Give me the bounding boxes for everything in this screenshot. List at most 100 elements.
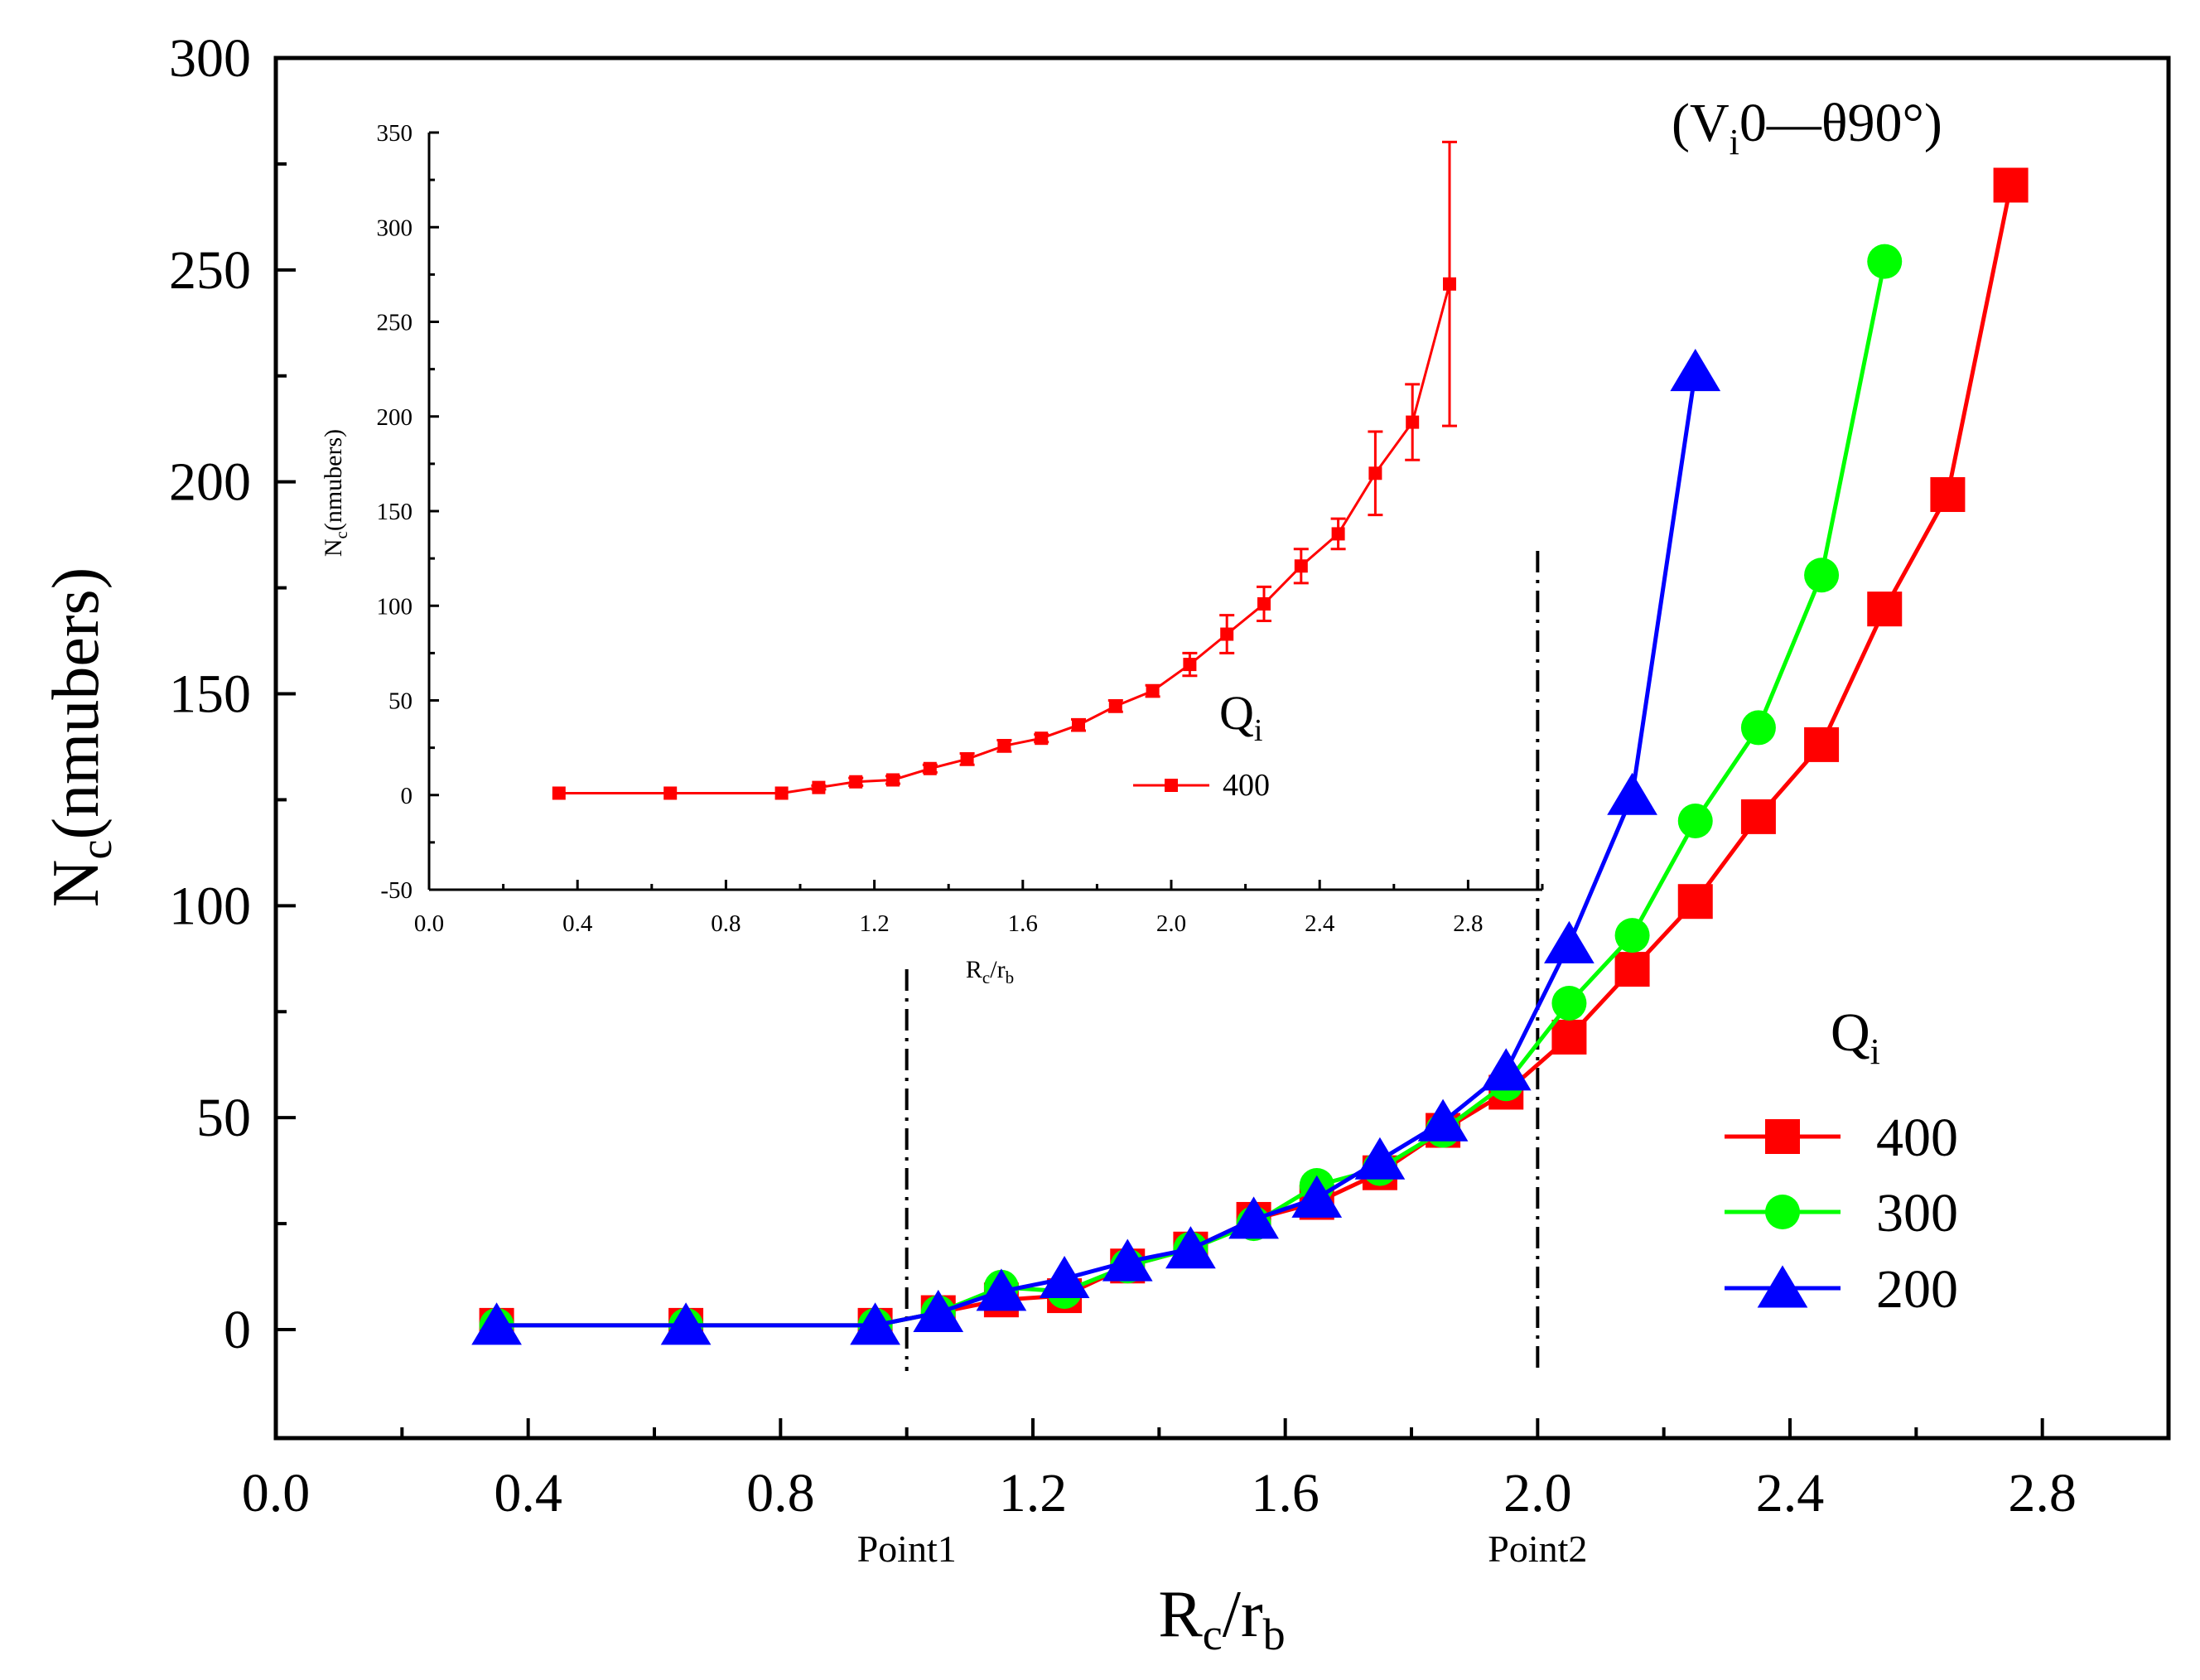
inset-data-point [1257,596,1271,611]
main-x-tick-label-0: 0.0 [242,1463,311,1523]
data-point-200 [1354,1137,1406,1180]
main-axis-ticks [274,56,2170,1438]
main-legend-title-main: Q [1831,1002,1870,1063]
series-400 [479,167,2029,1343]
inset-data-point [1072,718,1085,732]
data-point-200 [1039,1256,1090,1299]
data-point-200 [660,1302,712,1345]
main-legend-marker-400 [1765,1119,1800,1154]
main-y-axis-label: Nc(nmubers) [40,567,121,908]
inset-y-tick-label--50: -50 [380,877,412,904]
data-point-200 [1670,349,1721,392]
main-y-label-sub: c [71,840,121,860]
data-point-300 [1677,804,1713,838]
data-point-300 [1867,244,1903,279]
annotation-prefix: (V [1672,93,1730,153]
inset-x-tick-label-1-6: 1.6 [1008,910,1038,937]
main-legend-marker-300 [1765,1195,1800,1229]
inset-data-point [1035,731,1049,746]
inset-x-axis-label: Rc/rb [966,956,1014,987]
data-point-200 [1102,1238,1153,1282]
data-point-200 [1165,1226,1216,1269]
inset-x-tick-labels: 0.0 0.4 0.8 1.2 1.6 2.0 2.4 2.8 [414,910,1484,937]
chart-annotation: (Vi0—θ90°) [1672,93,1942,162]
inset-y-tick-label-50: 50 [388,688,412,715]
main-x-tick-labels: 0.0 0.4 0.8 1.2 1.6 2.0 2.4 2.8 [242,1463,2077,1523]
inset-x-label-sub1: c [982,968,990,987]
inset-legend-marker [1165,779,1178,792]
inset-x-tick-label-2-4: 2.4 [1305,910,1335,937]
inset-legend-title-main: Q [1219,686,1254,740]
main-y-tick-labels: 0 50 100 150 200 250 300 [169,28,251,1360]
inset-x-label-main: R [966,956,982,983]
data-point-400 [1614,952,1650,987]
inset-y-tick-label-250: 250 [377,310,413,336]
data-point-300 [1804,558,1840,593]
annotation-sub: i [1730,122,1739,162]
main-y-tick-label-250: 250 [169,240,251,301]
data-point-200 [1228,1196,1279,1239]
annotation-suffix: 0—θ90°) [1739,93,1942,153]
data-point-400 [1993,167,2029,203]
inset-axes [427,131,1544,891]
main-y-tick-label-200: 200 [169,452,251,513]
main-legend-title-sub: i [1870,1031,1880,1072]
data-point-400 [1804,727,1840,762]
main-x-label-sub2: b [1263,1610,1286,1659]
main-x-tick-label-0-8: 0.8 [746,1463,815,1523]
inset-y-tick-labels: -50 0 50 100 150 200 250 300 350 [377,120,413,904]
inset-data-point [1406,415,1420,429]
inset-legend-title-sub: i [1254,713,1263,748]
inset-x-tick-label-0-4: 0.4 [562,910,593,937]
data-point-200 [471,1302,522,1345]
main-y-tick-label-150: 150 [169,664,251,725]
inset-y-tick-label-150: 150 [377,499,413,525]
main-x-label-mid: /r [1223,1578,1263,1651]
main-legend-label-200: 200 [1876,1259,1958,1320]
main-chart: 0 50 100 150 200 250 300 0.0 0.4 0.8 1.2 1.6 2.0 2.4… [40,28,2171,1659]
reference-label-2: Point2 [1488,1528,1587,1570]
series-200 [471,349,1721,1345]
inset-data-point [849,775,863,789]
inset-data-point [997,739,1011,753]
data-point-200 [850,1302,900,1345]
data-point-300 [1551,986,1587,1021]
data-point-200 [1480,1048,1532,1091]
data-point-400 [1867,591,1903,627]
main-x-label-main: R [1158,1578,1203,1651]
inset-data-point [1220,627,1234,641]
inset-y-tick-label-0: 0 [401,783,413,809]
main-series [471,167,2029,1345]
inset-data-point [886,773,900,787]
main-x-tick-label-0-4: 0.4 [494,1463,562,1523]
inset-data-point [960,752,974,766]
inset-data-point [1146,684,1160,698]
inset-x-tick-label-0: 0.0 [414,910,444,937]
main-x-tick-label-1-2: 1.2 [999,1463,1068,1523]
inset-y-label-sub: c [331,531,351,538]
inset-y-tick-label-100: 100 [377,593,413,620]
inset-y-axis-label: Nc(nmubers) [320,429,351,557]
inset-data-point [923,761,937,775]
inset-data-point [1331,527,1345,541]
data-point-200 [1544,920,1595,963]
main-y-tick-label-300: 300 [169,28,251,89]
series-line-200 [496,371,1698,1328]
main-x-label-sub1: c [1203,1610,1223,1659]
data-point-200 [1417,1098,1469,1142]
main-plot-frame [273,56,2171,1441]
main-legend-label-400: 400 [1876,1108,1958,1168]
data-point-400 [1551,1019,1587,1055]
inset-data-point [812,780,826,794]
main-x-tick-label-2: 2.0 [1503,1463,1572,1523]
inset-legend-label-400: 400 [1223,768,1270,803]
data-point-400 [1740,799,1776,834]
data-point-200 [913,1289,964,1332]
inset-x-tick-label-1-2: 1.2 [859,910,889,937]
inset-data-point [1108,699,1122,713]
inset-x-tick-label-2-8: 2.8 [1453,910,1483,937]
inset-data-point [552,786,566,800]
main-y-label-rest: (nmubers) [40,567,113,840]
inset-chart: -50 0 50 100 150 200 250 300 350 0.0 0.4 0.8 1.2 1.6… [320,120,1544,987]
main-x-axis-label: Rc/rb [1158,1578,1285,1659]
